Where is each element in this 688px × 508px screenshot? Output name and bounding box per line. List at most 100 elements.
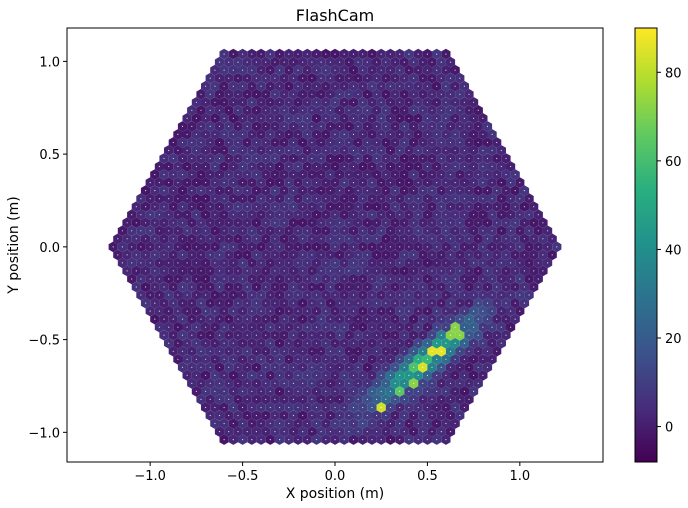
pixel-center-dot — [145, 206, 147, 208]
colorbar-tick-label: 0 — [665, 421, 673, 436]
pixel-center-dot — [177, 310, 179, 312]
pixel-center-dot — [376, 270, 378, 272]
pixel-center-dot — [376, 222, 378, 224]
pixel-center-dot — [380, 214, 382, 216]
pixel-center-dot — [218, 93, 221, 95]
pixel-center-dot — [288, 85, 290, 87]
pixel-center-dot — [163, 270, 165, 272]
pixel-center-dot — [426, 53, 428, 55]
pixel-center-dot — [389, 342, 391, 344]
pixel-center-dot — [246, 414, 248, 417]
pixel-center-dot — [352, 117, 355, 119]
pixel-center-dot — [279, 439, 281, 441]
pixel-center-dot — [445, 214, 447, 216]
pixel-center-dot — [214, 278, 216, 280]
pixel-center-dot — [523, 286, 526, 288]
pixel-center-dot — [477, 190, 479, 192]
pixel-center-dot — [242, 165, 244, 168]
pixel-center-dot — [445, 326, 447, 328]
pixel-center-dot — [454, 149, 456, 152]
pixel-center-dot — [389, 214, 391, 216]
pixel-center-dot — [371, 69, 373, 71]
pixel-center-dot — [163, 157, 165, 160]
pixel-center-dot — [218, 157, 221, 160]
pixel-center-dot — [436, 85, 438, 87]
pixel-center-dot — [135, 270, 137, 272]
pixel-center-dot — [399, 390, 401, 392]
pixel-center-dot — [440, 431, 442, 433]
pixel-center-dot — [265, 77, 267, 79]
pixel-center-dot — [232, 101, 234, 103]
pixel-center-dot — [366, 93, 368, 95]
pixel-center-dot — [408, 182, 410, 184]
pixel-center-dot — [389, 294, 391, 296]
pixel-center-dot — [463, 246, 465, 248]
pixel-center-dot — [186, 278, 188, 280]
pixel-center-dot — [339, 254, 341, 256]
pixel-center-dot — [348, 174, 350, 176]
pixel-center-dot — [348, 286, 350, 288]
pixel-center-dot — [496, 254, 498, 256]
pixel-center-dot — [459, 109, 461, 111]
pixel-center-dot — [440, 77, 442, 79]
pixel-center-dot — [366, 350, 368, 352]
pixel-center-dot — [228, 398, 230, 400]
pixel-center-dot — [537, 214, 539, 216]
pixel-center-dot — [426, 246, 428, 248]
pixel-center-dot — [413, 254, 415, 256]
pixel-center-dot — [477, 286, 479, 288]
pixel-center-dot — [255, 350, 257, 352]
x-axis-label: X position (m) — [286, 486, 385, 502]
pixel-center-dot — [311, 270, 313, 272]
pixel-center-dot — [440, 286, 442, 288]
pixel-center-dot — [223, 390, 225, 392]
pixel-center-dot — [348, 238, 350, 240]
pixel-center-dot — [228, 382, 230, 384]
pixel-center-dot — [371, 133, 373, 135]
pixel-center-dot — [315, 198, 318, 200]
pixel-center-dot — [186, 230, 188, 232]
pixel-center-dot — [482, 326, 484, 328]
pixel-center-dot — [459, 366, 461, 368]
pixel-center-dot — [380, 133, 382, 135]
pixel-center-dot — [413, 398, 415, 400]
pixel-center-dot — [297, 214, 299, 216]
pixel-center-dot — [431, 93, 433, 95]
pixel-center-dot — [311, 414, 313, 417]
pixel-center-dot — [343, 326, 345, 328]
pixel-center-dot — [514, 254, 516, 256]
pixel-center-dot — [163, 286, 165, 288]
pixel-center-dot — [403, 141, 405, 144]
pixel-center-dot — [362, 149, 364, 152]
pixel-center-dot — [468, 318, 470, 320]
pixel-center-dot — [279, 310, 281, 312]
pixel-center-dot — [186, 326, 188, 328]
pixel-center-dot — [302, 398, 304, 400]
pixel-center-dot — [385, 318, 387, 320]
pixel-center-dot — [237, 222, 239, 224]
pixel-center-dot — [223, 406, 225, 409]
pixel-center-dot — [205, 117, 207, 119]
pixel-center-dot — [223, 69, 225, 71]
pixel-center-dot — [168, 165, 170, 168]
pixel-center-dot — [232, 294, 234, 296]
pixel-center-dot — [320, 222, 322, 224]
pixel-center-dot — [436, 198, 438, 200]
pixel-center-dot — [329, 350, 331, 352]
pixel-center-dot — [302, 109, 304, 111]
pixel-center-dot — [200, 174, 202, 176]
pixel-center-dot — [339, 238, 341, 240]
pixel-center-dot — [436, 262, 438, 264]
pixel-center-dot — [357, 61, 359, 63]
pixel-center-dot — [255, 93, 257, 95]
pixel-center-dot — [251, 262, 253, 264]
pixel-center-dot — [380, 246, 382, 248]
pixel-center-dot — [394, 238, 396, 240]
pixel-center-dot — [255, 334, 257, 336]
pixel-center-dot — [431, 334, 433, 336]
pixel-center-dot — [297, 53, 299, 55]
pixel-center-dot — [260, 69, 262, 71]
pixel-center-dot — [242, 69, 244, 71]
pixel-center-dot — [413, 141, 415, 144]
pixel-center-dot — [131, 230, 133, 232]
